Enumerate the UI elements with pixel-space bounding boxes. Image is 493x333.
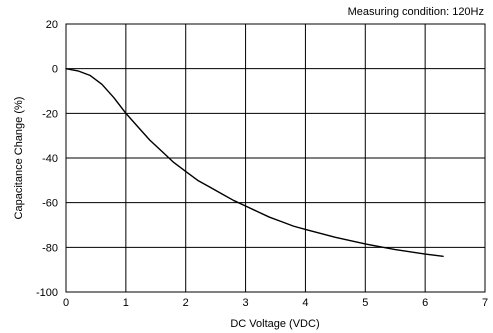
y-tick-label: -60 xyxy=(42,198,58,210)
x-axis-title: DC Voltage (VDC) xyxy=(230,318,319,330)
x-tick-label: 6 xyxy=(422,297,428,309)
y-tick-label: -40 xyxy=(42,153,58,165)
y-tick-label: 20 xyxy=(46,19,58,31)
plot-border xyxy=(65,23,486,293)
measuring-condition-annotation: Measuring condition: 120Hz xyxy=(348,6,484,18)
x-tick-label: 1 xyxy=(123,297,129,309)
grid-layer xyxy=(65,23,486,293)
x-tick-label: 7 xyxy=(482,297,488,309)
y-tick-label: -80 xyxy=(42,242,58,254)
x-tick-label: 2 xyxy=(183,297,189,309)
y-tick-label: -20 xyxy=(42,108,58,120)
plot-frame xyxy=(65,23,486,293)
x-tick-label: 5 xyxy=(362,297,368,309)
x-tick-label: 4 xyxy=(302,297,308,309)
x-tick-labels: 0 1 2 3 4 5 6 7 xyxy=(63,297,488,309)
y-axis-title: Capacitance Change (%) xyxy=(13,97,25,220)
x-tick-label: 0 xyxy=(63,297,69,309)
y-tick-label: 0 xyxy=(52,64,58,76)
y-tick-labels: 20 0 -20 -40 -60 -80 -100 xyxy=(36,19,58,299)
x-tick-label: 3 xyxy=(243,297,249,309)
series-layer xyxy=(65,67,444,257)
capacitance-curve xyxy=(65,67,444,257)
y-tick-label: -100 xyxy=(36,287,58,299)
